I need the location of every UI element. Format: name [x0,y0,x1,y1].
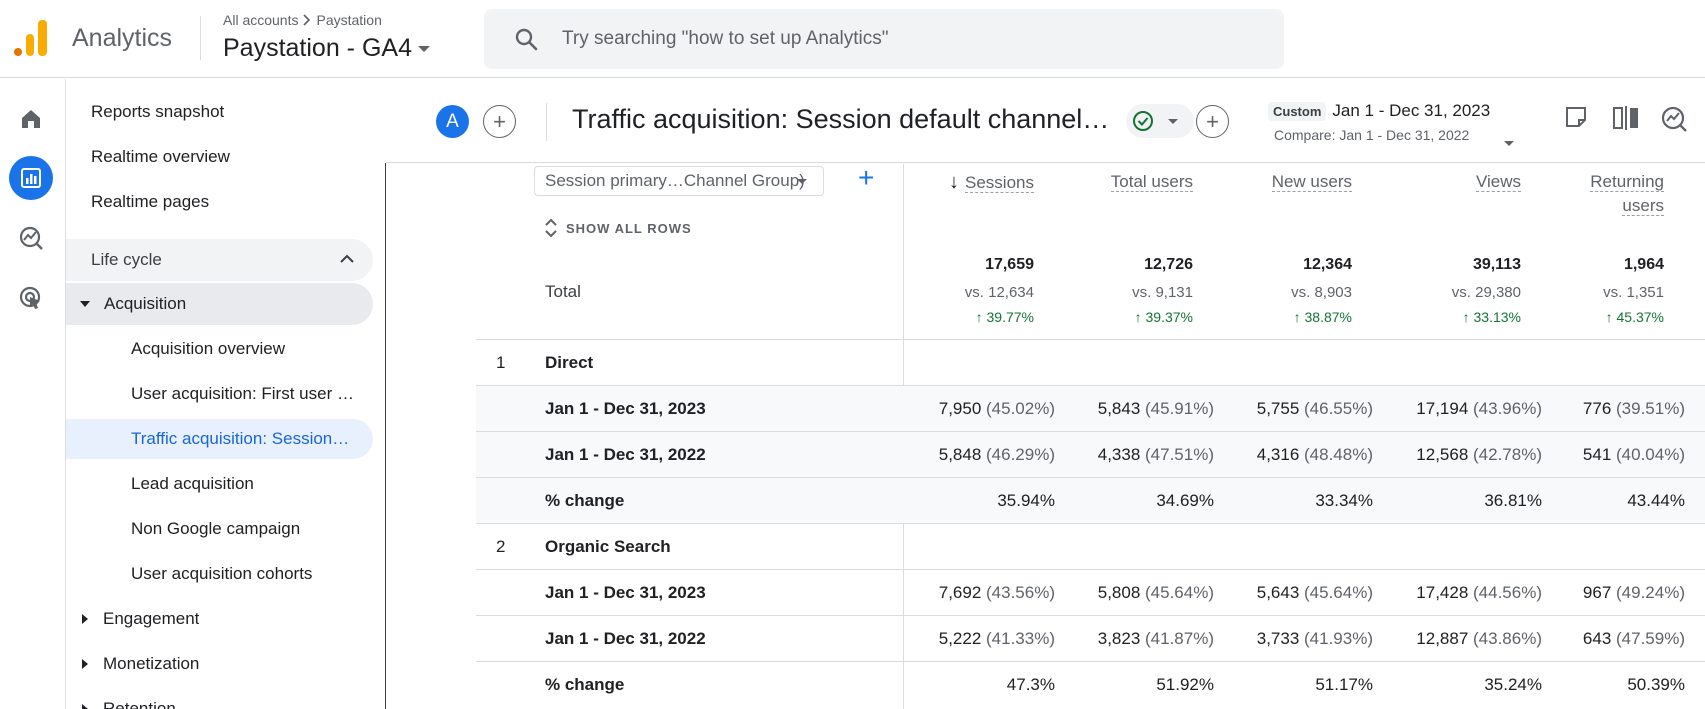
expand-arrow-icon [82,659,88,669]
plus-icon: + [493,108,506,134]
report-nav: Reports snapshot Realtime overview Realt… [66,79,386,709]
comparison-avatar[interactable]: A [436,105,469,138]
unfold-icon [545,218,557,238]
nav-realtime-overview[interactable]: Realtime overview [91,147,230,166]
column-header-new-users[interactable]: New users [1271,172,1352,192]
total-total-users: 12,726 vs. 9,131 ↑ 39.37% [1132,256,1193,325]
advertising-button[interactable] [9,276,53,320]
caret-down-icon [1168,118,1178,124]
column-header-returning-users[interactable]: Returning users [1590,172,1664,216]
nav-user-acquisition-cohorts[interactable]: User acquisition cohorts [131,564,313,583]
explore-icon [19,226,43,250]
expand-arrow-icon [80,301,90,307]
analytics-logo-icon[interactable] [14,20,48,56]
table-row[interactable]: Jan 1 - Dec 31, 2023 7,692 (43.56%) 5,80… [476,569,1705,615]
nav-acquisition-overview[interactable]: Acquisition overview [131,339,286,358]
nav-border [385,163,386,709]
add-comparison-button[interactable]: + [483,105,516,138]
nav-reports-snapshot[interactable]: Reports snapshot [91,102,225,121]
app-name: Analytics [72,24,173,52]
nav-group-retention[interactable]: Retention [66,689,373,709]
report-table: Session primary…Channel Group) + SHOW AL… [386,164,1705,709]
nav-group-engagement[interactable]: Engagement [66,599,373,639]
nav-group-monetization[interactable]: Monetization [66,644,373,684]
plus-icon: + [858,164,875,193]
home-icon [22,110,40,128]
expand-arrow-icon [82,614,88,624]
reports-icon [21,168,41,188]
arrow-up-icon: ↑ [1293,309,1305,325]
nav-traffic-acquisition[interactable]: Traffic acquisition: Session… [66,419,373,459]
total-views: 39,113 vs. 29,380 ↑ 33.13% [1451,256,1521,325]
nav-non-google-campaign[interactable]: Non Google campaign [131,519,301,538]
caret-down-icon [1504,141,1514,146]
search-icon [515,28,538,51]
date-badge: Custom [1268,101,1327,121]
nav-user-acquisition[interactable]: User acquisition: First user … [131,384,354,403]
property-name: Paystation - GA4 [223,34,412,62]
dimension-label: Session primary…Channel Group) [545,171,805,190]
total-new-users: 12,364 vs. 8,903 ↑ 38.87% [1291,256,1352,325]
customize-report-icon[interactable] [1564,105,1590,131]
table-row[interactable]: Jan 1 - Dec 31, 2023 7,950 (45.02%) 5,84… [476,385,1705,431]
page-title: Traffic acquisition: Session default cha… [572,104,1110,134]
total-sessions: 17,659 vs. 12,634 ↑ 39.77% [964,256,1034,325]
breadcrumb-accounts[interactable]: All accounts [223,12,299,28]
table-row-group-organic-search[interactable]: 2 Organic Search [476,523,1705,569]
report-header-divider [546,103,547,141]
check-circle-icon [1133,111,1153,131]
search-bar[interactable] [484,9,1284,69]
table-row[interactable]: Jan 1 - Dec 31, 2022 5,222 (41.33%) 3,82… [476,615,1705,661]
table-row[interactable]: % change 47.3% 51.92% 51.17% 35.24% 50.3… [476,661,1705,707]
expand-arrow-icon [82,704,88,709]
nav-group-acquisition[interactable]: Acquisition [66,283,373,325]
date-range: Jan 1 - Dec 31, 2023 [1332,101,1491,120]
chevron-right-icon [303,14,311,26]
header-divider [200,16,201,60]
report-status-chip[interactable] [1126,104,1194,138]
report-header: A + Traffic acquisition: Session default… [386,79,1705,163]
compare-columns-icon[interactable] [1612,105,1640,131]
table-row[interactable]: Jan 1 - Dec 31, 2022 5,848 (46.29%) 4,33… [476,431,1705,477]
reports-button[interactable] [9,156,53,200]
column-header-total-users[interactable]: Total users [1110,172,1193,192]
dimension-selector[interactable]: Session primary…Channel Group) [534,166,824,196]
sort-arrow-icon: ↓ [949,171,960,193]
search-input[interactable] [562,23,1252,55]
insights-icon[interactable] [1660,105,1688,133]
top-header: Analytics All accounts Paystation Paysta… [0,0,1705,78]
nav-lead-acquisition[interactable]: Lead acquisition [131,474,254,493]
arrow-up-icon: ↑ [1462,309,1474,325]
nav-realtime-pages[interactable]: Realtime pages [91,192,210,211]
caret-down-icon [417,45,430,52]
total-label: Total [545,282,581,301]
arrow-up-icon: ↑ [975,309,987,325]
add-filter-button[interactable]: + [1196,105,1229,138]
breadcrumb[interactable]: All accounts Paystation [223,12,382,28]
home-button[interactable] [9,97,53,141]
plus-icon: + [1206,108,1219,134]
column-header-views[interactable]: Views [1475,172,1521,192]
date-range-picker[interactable]: Custom Jan 1 - Dec 31, 2023 Compare: Jan… [1268,101,1518,146]
arrow-up-icon: ↑ [1134,309,1146,325]
nav-section-lifecycle[interactable]: Life cycle [66,239,373,281]
caret-down-icon [797,179,807,184]
show-all-rows-button[interactable]: SHOW ALL ROWS [544,218,692,238]
left-rail [0,79,66,709]
table-row-group-direct[interactable]: 1 Direct [476,339,1705,385]
column-header-sessions[interactable]: ↓ Sessions [949,171,1034,193]
advertising-icon [19,286,41,309]
explore-button[interactable] [9,216,53,260]
chevron-up-icon [340,254,354,263]
total-returning-users: 1,964 vs. 1,351 ↑ 45.37% [1603,256,1664,325]
table-row[interactable]: % change 35.94% 34.69% 33.34% 36.81% 43.… [476,477,1705,523]
date-compare: Compare: Jan 1 - Dec 31, 2022 [1274,127,1470,143]
add-dimension-button[interactable]: + [858,164,874,194]
breadcrumb-account[interactable]: Paystation [316,12,382,28]
property-selector[interactable]: Paystation - GA4 [223,34,430,63]
arrow-up-icon: ↑ [1605,309,1617,325]
